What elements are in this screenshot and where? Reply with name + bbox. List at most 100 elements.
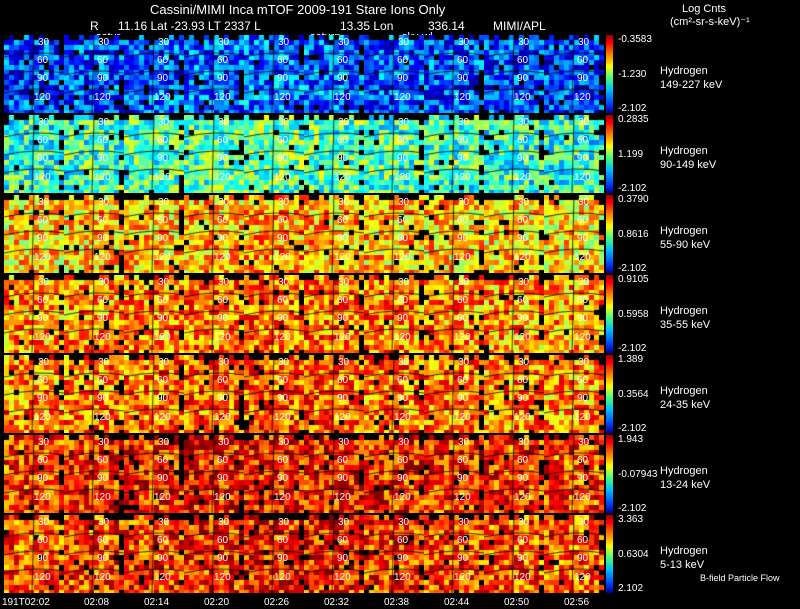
contour-label: 120 (574, 572, 591, 583)
contour-label: 120 (34, 572, 51, 583)
contour-label: 90 (97, 313, 109, 324)
heatmap-cell: 30 60 90 120 (544, 435, 604, 513)
species-label: Hydrogen (660, 465, 708, 477)
contour-label: 120 (574, 492, 591, 503)
contour-label: 60 (457, 135, 469, 146)
heatmap-cell: 30 60 90 120 (364, 515, 424, 593)
contour-label: 60 (37, 455, 49, 466)
contour-label: 30 (218, 277, 230, 288)
contour-label: 60 (397, 535, 409, 546)
contour-label: 120 (34, 332, 51, 343)
contour-label: 30 (278, 37, 290, 48)
contour-label: 90 (397, 393, 409, 404)
contour-label: 60 (97, 535, 109, 546)
contour-label: 60 (217, 455, 229, 466)
contour-label: 90 (277, 73, 289, 84)
r-label: R (90, 19, 99, 33)
contour-label: 120 (274, 252, 291, 263)
contour-label: 60 (97, 455, 109, 466)
contour-label: 60 (37, 535, 49, 546)
heatmap-cell: 30 60 90 120 (484, 435, 544, 513)
contour-label: 90 (277, 393, 289, 404)
contour-label: 60 (217, 55, 229, 66)
contour-label: 120 (574, 252, 591, 263)
contour-label: 120 (34, 492, 51, 503)
contour-label: 120 (34, 92, 51, 103)
colorbar (606, 435, 613, 513)
contour-label: 120 (454, 572, 471, 583)
contour-label: 60 (217, 295, 229, 306)
colorbar (606, 355, 613, 433)
contour-label: 60 (157, 375, 169, 386)
contour-label: 60 (577, 535, 589, 546)
contour-label: 90 (217, 233, 229, 244)
x-tick-label: 02:44 (444, 597, 470, 608)
heatmap-cell: 30 60 90 120 (184, 275, 244, 353)
heatmap-cell: 30 60 90 120 (484, 275, 544, 353)
heatmap-cell: 30 60 90 120 (304, 35, 364, 113)
contour-label: 90 (37, 553, 49, 564)
heatmap-cell: 30 60 90 120 (364, 355, 424, 433)
contour-label: 90 (517, 73, 529, 84)
contour-label: 60 (577, 455, 589, 466)
contour-label: 120 (214, 572, 231, 583)
contour-label: 30 (98, 517, 110, 528)
contour-label: 120 (394, 332, 411, 343)
heatmap-cell: 30 60 90 120 (244, 275, 304, 353)
contour-label: 90 (517, 233, 529, 244)
heatmap-cell: 30 60 90 120 (124, 515, 184, 593)
x-tick-label: 02:20 (204, 597, 230, 608)
contour-label: 30 (158, 517, 170, 528)
contour-label: 90 (337, 313, 349, 324)
contour-label: 90 (577, 233, 589, 244)
contour-label: 30 (338, 357, 350, 368)
contour-label: 60 (217, 215, 229, 226)
contour-label: 90 (397, 153, 409, 164)
contour-label: 60 (97, 295, 109, 306)
colorbar-mid: -0.07943 (618, 469, 658, 480)
contour-label: 60 (97, 215, 109, 226)
contour-label: 120 (514, 252, 531, 263)
contour-label: 90 (217, 473, 229, 484)
contour-label: 90 (517, 393, 529, 404)
contour-label: 90 (277, 313, 289, 324)
contour-label: 30 (578, 37, 590, 48)
energy-label: 13-24 keV (660, 479, 711, 491)
species-label: Hydrogen (660, 65, 708, 77)
contour-label: 120 (154, 492, 171, 503)
contour-label: 120 (154, 92, 171, 103)
heatmap-cell: 30 60 90 120 (304, 355, 364, 433)
contour-label: 30 (218, 197, 230, 208)
contour-label: 90 (157, 473, 169, 484)
heatmap-cell: 30 60 90 120 (304, 195, 364, 273)
contour-label: 60 (217, 135, 229, 146)
heatmap-cell: 30 60 90 120 (184, 515, 244, 593)
contour-label: 60 (517, 295, 529, 306)
contour-label: 90 (517, 473, 529, 484)
contour-label: 90 (157, 233, 169, 244)
heatmap-cell: 30 60 90 120 (4, 35, 64, 113)
chart-title: Cassini/MIMI Inca mTOF 2009-191 Stare Io… (150, 2, 446, 17)
contour-label: 90 (577, 553, 589, 564)
contour-label: 90 (277, 553, 289, 564)
contour-label: 90 (217, 393, 229, 404)
heatmap-cell: 30 60 90 120 (424, 275, 484, 353)
contour-label: 120 (214, 412, 231, 423)
contour-label: 120 (154, 332, 171, 343)
heatmap-cell: 30 60 90 120 (544, 355, 604, 433)
heatmap-cell: 30 60 90 120 (544, 115, 604, 193)
contour-label: 60 (157, 295, 169, 306)
heatmap-cell: 30 60 90 120 (124, 195, 184, 273)
contour-label: 30 (578, 197, 590, 208)
contour-label: 60 (277, 215, 289, 226)
contour-label: 60 (517, 215, 529, 226)
contour-label: 30 (158, 437, 170, 448)
contour-label: 60 (397, 135, 409, 146)
contour-label: 30 (38, 357, 50, 368)
colorbar-min: 2.102 (618, 583, 644, 594)
contour-label: 30 (98, 197, 110, 208)
contour-label: 120 (274, 92, 291, 103)
heatmap-cell: 30 60 90 120 (184, 115, 244, 193)
heatmap-cell: 30 60 90 120 (184, 35, 244, 113)
contour-label: 120 (334, 572, 351, 583)
